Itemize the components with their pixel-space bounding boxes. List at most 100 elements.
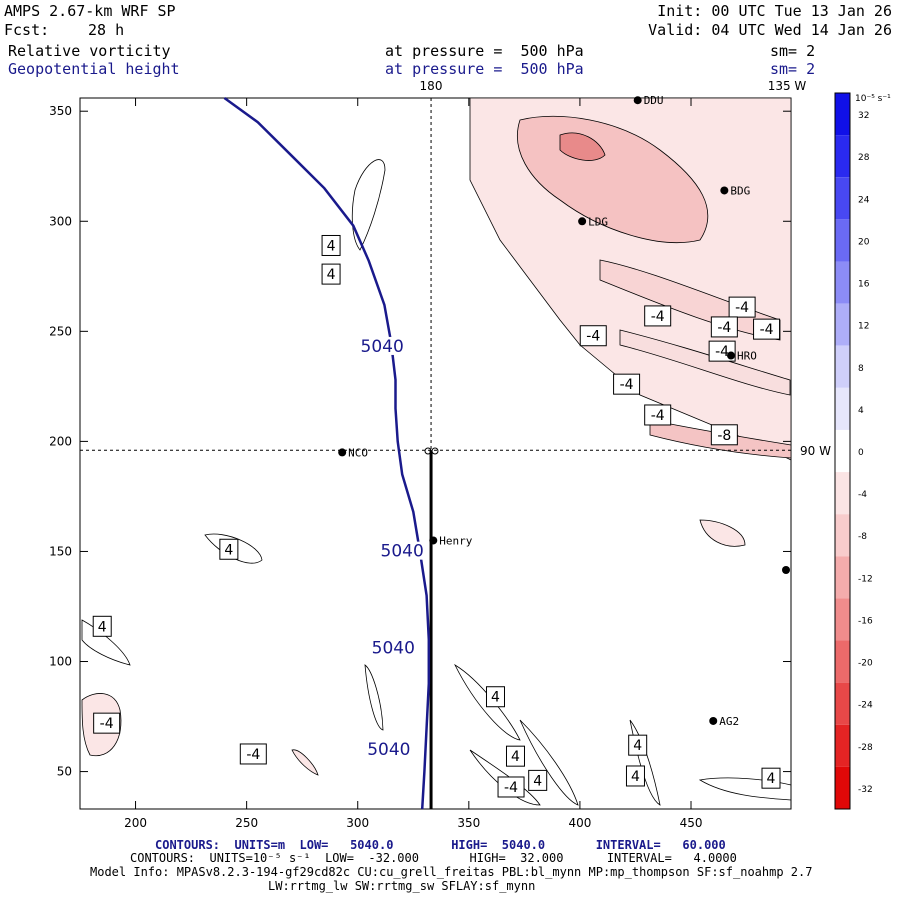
colorbar-swatch (835, 724, 850, 767)
colorbar-swatch (835, 345, 850, 388)
vorticity-label: 4 (533, 773, 542, 789)
vorticity-label-box (728, 296, 756, 318)
x-tick-label: 250 (235, 816, 258, 830)
colorbar-swatch (835, 598, 850, 641)
y-tick-label: 100 (49, 655, 72, 669)
contour-outline (698, 777, 792, 801)
colorbar-swatch (835, 766, 850, 809)
y-tick-label: 250 (49, 324, 72, 338)
vorticity-label: -4 (246, 747, 260, 763)
colorbar-swatch (835, 514, 850, 557)
geopotential-label-bg (376, 541, 429, 560)
section-endpoint (424, 447, 432, 455)
station-hro-label: HRO (737, 350, 757, 363)
contour-outline (519, 719, 579, 806)
axes: 200 250 300 350 400 450 50 100 150 200 250 300 350 (49, 98, 791, 830)
vorticity-max (559, 132, 606, 161)
colorbar-tick-label: -16 (858, 616, 873, 626)
lat-90w-label: 90 W (800, 444, 831, 458)
vorticity-label-box (710, 316, 738, 338)
colorbar-tick-label: 16 (858, 280, 870, 290)
vorticity-label: 4 (631, 769, 640, 785)
vorticity-label: -4 (100, 716, 114, 732)
colorbar-tick-label: -28 (858, 743, 873, 753)
vorticity-label: -8 (717, 428, 731, 444)
lon-135w-label: 135 W (768, 79, 807, 93)
vorticity-label-box (92, 615, 112, 637)
colorbar-tick-label: -32 (858, 785, 873, 795)
vorticity-label: -4 (651, 408, 665, 424)
colorbar-swatch (835, 303, 850, 346)
forecast-label: Fcst: (4, 21, 50, 39)
colorbar-swatch (835, 556, 850, 599)
colorbar-swatch (835, 429, 850, 473)
vorticity-contour-info: CONTOURS: UNITS=10⁻⁵ s⁻¹ LOW= -32.000 HI… (130, 851, 737, 865)
colorbar-frame (834, 92, 851, 810)
colorbar-unit: 10⁻⁵ s⁻¹ (855, 94, 891, 104)
model-info: Model Info: MPASv8.2.3-194-gf29cd82c CU:… (90, 865, 813, 879)
vorticity-label-box (497, 776, 525, 798)
negative-vorticity-region (291, 749, 319, 776)
vorticity-label-box (239, 743, 267, 765)
vorticity-label-box (219, 538, 239, 560)
lon-180-label: 180 (420, 79, 443, 93)
field2-smoothing: sm= 2 (770, 60, 816, 78)
y-tick-label: 200 (49, 434, 72, 448)
colorbar-tick-label: -24 (858, 701, 873, 711)
vorticity-label-box (628, 734, 648, 756)
geopotential-label-bg (362, 739, 415, 758)
field2-name: Geopotential height (8, 60, 180, 78)
x-tick-label: 450 (680, 816, 703, 830)
station-ag2-dot (709, 716, 718, 725)
vorticity-label: -4 (735, 300, 749, 316)
colorbar-tick-label: -8 (858, 532, 867, 542)
colorbar-swatch (835, 93, 850, 136)
geopotential-label-bg (356, 336, 409, 355)
colorbar-swatch (835, 135, 850, 178)
colorbar-swatch (835, 177, 850, 220)
colorbar-tick-label: 0 (858, 448, 864, 458)
vorticity-label-box (505, 745, 525, 767)
geopotential-label: 5040 (367, 740, 410, 760)
vorticity-label: -4 (504, 780, 518, 796)
x-tick-label: 200 (124, 816, 147, 830)
colorbar-swatch (835, 640, 850, 683)
station-bdg-dot (720, 186, 729, 195)
section-endpoint (431, 447, 439, 455)
model-info-radiation: LW:rrtmg_lw SW:rrtmg_sw SFLAY:sf_mynn (268, 879, 536, 893)
geopotential-contour-5040 (223, 96, 431, 810)
colorbar-swatch (835, 261, 850, 304)
vorticity-label-box (753, 318, 781, 340)
vorticity-label: -4 (760, 322, 774, 338)
geopotential-label-bg (367, 638, 420, 657)
colorbar-tick-label: 24 (858, 195, 870, 205)
y-tick-label: 150 (49, 544, 72, 558)
vorticity-label-box (625, 765, 645, 787)
colorbar-tick-label: 12 (858, 322, 869, 332)
field2-level: at pressure = 500 hPa (385, 60, 584, 78)
station-hro-dot (727, 351, 736, 360)
vorticity-label: -4 (717, 320, 731, 336)
colorbar-tick-label: -20 (858, 659, 873, 669)
init-time: Init: 00 UTC Tue 13 Jan 26 (657, 2, 892, 20)
station-ddu-dot (633, 96, 642, 105)
vorticity-label-box (321, 263, 341, 285)
vorticity-label: 4 (327, 238, 336, 254)
vorticity-label-box (613, 373, 641, 395)
vorticity-label: -4 (620, 377, 634, 393)
vorticity-label: -4 (715, 344, 729, 360)
field1-name: Relative vorticity (8, 42, 171, 60)
station-henry-dot (429, 536, 438, 545)
colorbar-swatch (835, 472, 850, 515)
x-tick-label: 350 (457, 816, 480, 830)
contour-outline (454, 663, 521, 741)
colorbar-swatch (835, 387, 850, 430)
contour-outline (469, 749, 541, 806)
vorticity-label-box (644, 404, 672, 426)
vorticity-label-box (579, 325, 607, 347)
vorticity-label: 4 (767, 771, 776, 787)
vorticity-label: 4 (511, 749, 520, 765)
vorticity-label: 4 (327, 267, 336, 283)
vorticity-label-box (644, 305, 672, 327)
